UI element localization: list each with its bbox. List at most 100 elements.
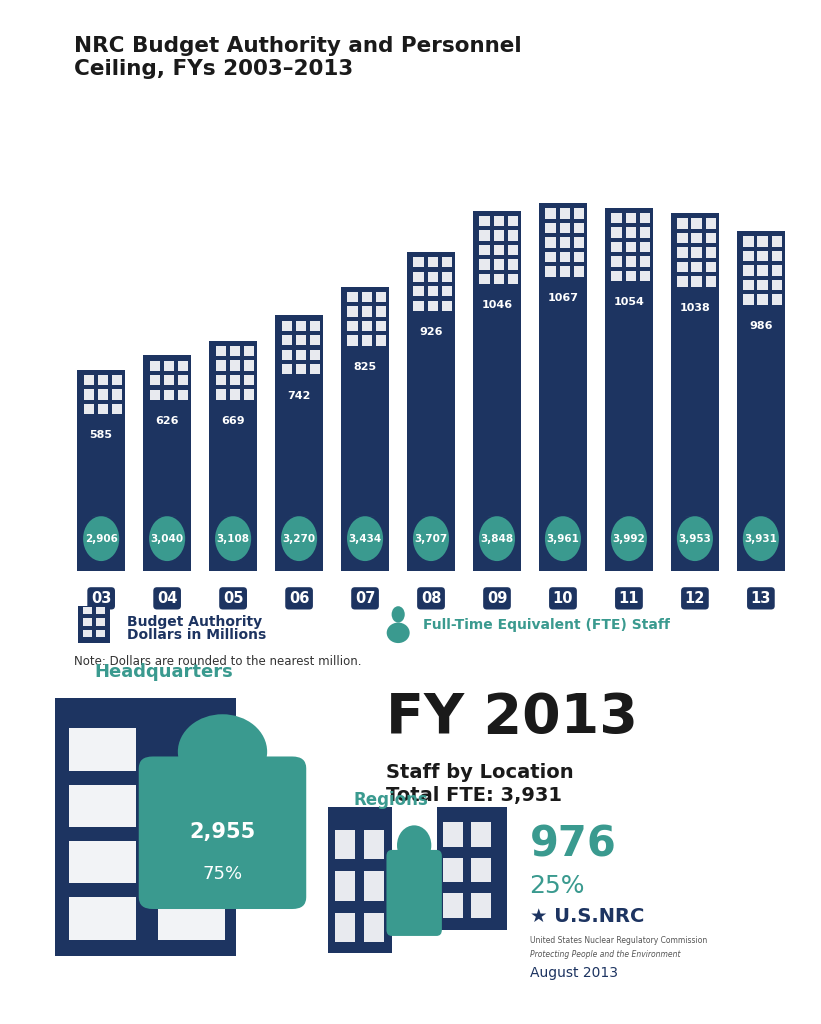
Bar xyxy=(282,349,292,359)
Bar xyxy=(79,606,110,643)
Bar xyxy=(69,841,136,883)
Bar xyxy=(640,271,650,282)
Bar xyxy=(706,262,716,272)
Bar xyxy=(244,389,255,399)
Bar xyxy=(691,218,702,228)
Text: 10: 10 xyxy=(553,591,573,606)
Bar xyxy=(216,389,226,399)
Text: 05: 05 xyxy=(222,591,243,606)
Bar xyxy=(471,893,491,918)
Bar xyxy=(296,335,306,345)
Text: 3,270: 3,270 xyxy=(282,534,315,544)
Bar xyxy=(560,238,570,248)
Bar xyxy=(706,276,716,287)
Bar xyxy=(230,375,240,385)
Text: 3,848: 3,848 xyxy=(480,534,514,544)
Text: Note: Dollars are rounded to the nearest million.: Note: Dollars are rounded to the nearest… xyxy=(74,655,361,669)
Bar xyxy=(772,237,782,247)
Bar xyxy=(414,301,424,311)
Text: Budget Authority: Budget Authority xyxy=(127,614,263,629)
Bar xyxy=(178,360,188,371)
Bar xyxy=(743,237,754,247)
Bar xyxy=(677,262,688,272)
Bar xyxy=(507,273,518,284)
Bar xyxy=(473,211,521,571)
Bar xyxy=(772,251,782,261)
Bar xyxy=(97,630,105,637)
Bar xyxy=(244,375,255,385)
Bar xyxy=(149,389,160,400)
Text: 09: 09 xyxy=(487,591,507,606)
Bar xyxy=(347,336,358,346)
Bar xyxy=(626,271,636,282)
Bar xyxy=(275,315,323,571)
Bar xyxy=(471,858,491,882)
Text: 3,931: 3,931 xyxy=(745,534,777,544)
Bar xyxy=(414,286,424,296)
Circle shape xyxy=(392,606,405,623)
Bar xyxy=(640,242,650,252)
Bar xyxy=(479,216,490,226)
Ellipse shape xyxy=(611,516,647,561)
Text: 3,434: 3,434 xyxy=(348,534,382,544)
Text: 2,906: 2,906 xyxy=(85,534,117,544)
Ellipse shape xyxy=(215,516,251,561)
Bar xyxy=(442,301,452,311)
Text: 3,108: 3,108 xyxy=(217,534,250,544)
Text: 1054: 1054 xyxy=(613,297,644,307)
Bar xyxy=(772,265,782,275)
Bar xyxy=(428,286,438,296)
Text: 12: 12 xyxy=(685,591,705,606)
Bar xyxy=(545,223,556,233)
Text: 976: 976 xyxy=(530,823,617,866)
Bar xyxy=(574,209,585,219)
Text: 13: 13 xyxy=(750,591,771,606)
Bar xyxy=(282,335,292,345)
Text: Protecting People and the Environment: Protecting People and the Environment xyxy=(530,950,680,958)
Bar xyxy=(149,375,160,385)
Bar xyxy=(347,292,358,302)
Text: 3,992: 3,992 xyxy=(612,534,645,544)
Bar xyxy=(493,230,504,241)
Text: Full-Time Equivalent (FTE) Staff: Full-Time Equivalent (FTE) Staff xyxy=(423,617,670,632)
Bar xyxy=(706,232,716,244)
Bar xyxy=(77,370,125,571)
Bar xyxy=(672,213,718,571)
Bar xyxy=(244,360,255,371)
Bar xyxy=(230,346,240,356)
Bar xyxy=(612,242,621,252)
Bar xyxy=(758,265,768,275)
Bar xyxy=(178,389,188,400)
Bar xyxy=(545,209,556,219)
Bar xyxy=(428,257,438,267)
Text: 3,961: 3,961 xyxy=(547,534,580,544)
Bar xyxy=(328,807,392,952)
Text: August 2013: August 2013 xyxy=(530,966,617,980)
Bar xyxy=(335,871,355,901)
Text: 3,707: 3,707 xyxy=(415,534,447,544)
Bar xyxy=(691,248,702,258)
Bar xyxy=(442,257,452,267)
Bar xyxy=(376,306,386,316)
Bar xyxy=(706,218,716,228)
Bar xyxy=(471,822,491,847)
Bar xyxy=(574,266,585,276)
Bar xyxy=(560,223,570,233)
Bar xyxy=(743,280,754,290)
Bar xyxy=(342,287,389,571)
FancyBboxPatch shape xyxy=(387,850,442,936)
Text: 3,040: 3,040 xyxy=(150,534,184,544)
Bar xyxy=(539,204,587,571)
Bar xyxy=(149,360,160,371)
Bar xyxy=(626,242,636,252)
Bar xyxy=(364,871,384,901)
Bar xyxy=(296,321,306,331)
Ellipse shape xyxy=(83,516,119,561)
Bar xyxy=(310,349,320,359)
Text: 1046: 1046 xyxy=(481,300,512,310)
Text: Total FTE: 3,931: Total FTE: 3,931 xyxy=(386,786,562,806)
Bar xyxy=(612,227,621,238)
Bar xyxy=(691,276,702,287)
Bar xyxy=(691,232,702,244)
Bar xyxy=(677,248,688,258)
